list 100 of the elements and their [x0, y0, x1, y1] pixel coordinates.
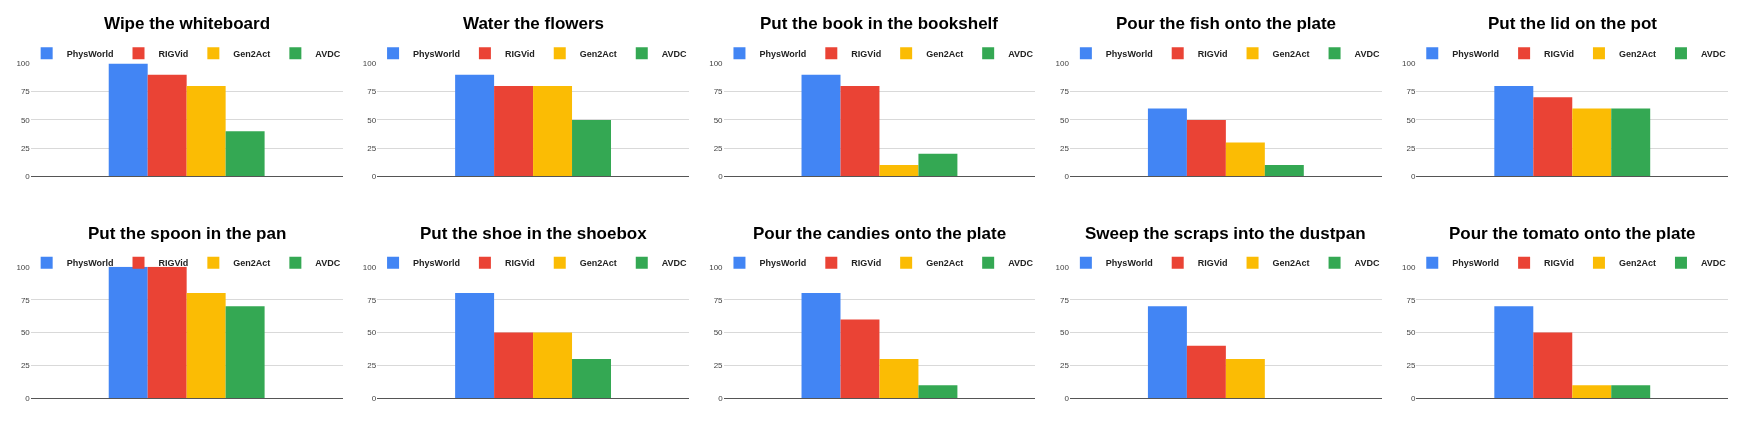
y-tick-label: 100 [16, 59, 31, 69]
y-tick-label: 25 [1406, 143, 1416, 153]
y-tick-label: 50 [367, 115, 377, 125]
chart-title: Pour the candies onto the plate [753, 224, 1007, 243]
y-tick-label: 0 [1064, 394, 1070, 404]
legend-label: RIGVid [158, 258, 189, 269]
bar [1533, 97, 1573, 177]
legend-label: PhysWorld [1452, 48, 1500, 59]
bar [1186, 119, 1226, 177]
legend-label: PhysWorld [759, 48, 807, 59]
y-tick-label: 25 [1406, 361, 1416, 371]
y-tick-label: 100 [1402, 262, 1416, 272]
bar [455, 293, 495, 399]
legend-label: AVDC [1700, 48, 1727, 59]
y-tick-label: 25 [1060, 361, 1070, 371]
bar [225, 306, 265, 399]
bar [455, 74, 495, 177]
legend-label: RIGVid [504, 48, 535, 59]
legend-label: Gen2Act [579, 258, 617, 269]
legend-label: PhysWorld [66, 258, 114, 269]
bar [879, 165, 919, 177]
y-tick-label: 75 [20, 87, 31, 97]
y-tick-label: 25 [713, 143, 724, 153]
y-tick-label: 50 [367, 328, 377, 338]
bar [108, 266, 148, 399]
y-tick-label: 0 [1410, 172, 1416, 182]
legend-label: RIGVid [504, 258, 535, 269]
legend-label: Gen2Act [233, 258, 271, 269]
y-tick-label: 75 [367, 87, 377, 97]
legend-label: AVDC [1700, 258, 1727, 269]
y-tick-label: 100 [709, 262, 724, 272]
bar [1225, 142, 1265, 177]
legend-label: RIGVid [1544, 258, 1574, 269]
bar [1494, 85, 1534, 177]
chart-title: Sweep the scraps into the dustpan [1085, 224, 1366, 243]
y-tick-label: 100 [709, 59, 724, 69]
bar [572, 358, 611, 399]
legend-label: Gen2Act [233, 48, 271, 59]
bar [1572, 108, 1612, 177]
bar [1186, 345, 1226, 399]
legend-label: AVDC [1354, 48, 1380, 59]
legend-label: PhysWorld [759, 258, 807, 269]
bar [1147, 108, 1187, 177]
y-tick-label: 0 [1064, 172, 1070, 182]
bar [533, 85, 573, 177]
y-tick-label: 0 [25, 172, 31, 182]
y-tick-label: 100 [1402, 59, 1416, 69]
bar [801, 74, 841, 177]
bar [572, 119, 611, 177]
y-tick-label: 75 [1406, 295, 1416, 305]
legend-label: RIGVid [1197, 48, 1228, 59]
y-tick-label: 100 [16, 262, 31, 272]
y-tick-label: 0 [371, 394, 377, 404]
bar [494, 332, 534, 399]
bar [186, 293, 226, 399]
legend-label: Gen2Act [1272, 48, 1310, 59]
legend-label: RIGVid [1197, 258, 1228, 269]
legend-label: RIGVid [851, 258, 882, 269]
legend-label: RIGVid [1544, 48, 1574, 59]
legend-label: Gen2Act [579, 48, 617, 59]
chart-title: Pour the fish onto the plate [1116, 14, 1337, 33]
legend-label: Gen2Act [1618, 258, 1656, 269]
y-tick-label: 100 [1055, 262, 1070, 272]
y-tick-label: 100 [1055, 59, 1070, 69]
legend-label: AVDC [1354, 258, 1380, 269]
y-tick-label: 100 [362, 262, 377, 272]
y-tick-label: 50 [1060, 328, 1070, 338]
y-tick-label: 75 [20, 295, 31, 305]
y-tick-label: 0 [371, 172, 377, 182]
y-tick-label: 75 [367, 295, 377, 305]
y-tick-label: 0 [718, 172, 724, 182]
y-tick-label: 100 [362, 59, 377, 69]
y-tick-label: 0 [25, 394, 31, 404]
y-tick-label: 75 [713, 87, 724, 97]
y-tick-label: 50 [1406, 328, 1416, 338]
bar [1147, 306, 1187, 399]
legend-label: PhysWorld [1105, 48, 1153, 59]
bar [840, 319, 880, 399]
y-tick-label: 25 [367, 143, 377, 153]
bar [225, 131, 265, 177]
y-tick-label: 75 [713, 295, 724, 305]
bar [801, 293, 841, 399]
y-tick-label: 50 [20, 115, 31, 125]
y-tick-label: 75 [1060, 87, 1070, 97]
y-tick-label: 50 [713, 328, 724, 338]
y-tick-label: 75 [1060, 295, 1070, 305]
bar [147, 266, 187, 399]
bar [147, 74, 187, 177]
bar [1494, 306, 1534, 399]
y-tick-label: 50 [1060, 115, 1070, 125]
legend-label: AVDC [315, 258, 341, 269]
y-tick-label: 25 [713, 361, 724, 371]
y-tick-label: 0 [1410, 394, 1416, 404]
chart-title: Water the flowers [463, 14, 605, 33]
y-tick-label: 50 [713, 115, 724, 125]
y-tick-label: 75 [1406, 87, 1416, 97]
legend-label: PhysWorld [66, 48, 114, 59]
bar [1611, 108, 1651, 177]
chart-title: Put the shoe in the shoebox [420, 224, 648, 243]
legend-label: RIGVid [851, 48, 882, 59]
